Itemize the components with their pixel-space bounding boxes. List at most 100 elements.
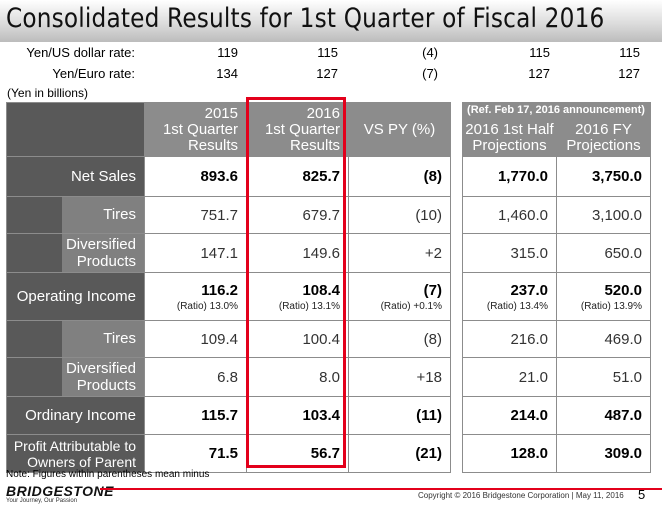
oi-div-label-line1: Diversified bbox=[65, 360, 136, 377]
euro-rate-fy: 127 bbox=[618, 66, 640, 81]
oi-tires-label: Tires bbox=[62, 321, 144, 357]
net-sales-vspy: (8) bbox=[348, 156, 451, 197]
usd-rate-2016: 115 bbox=[317, 45, 338, 60]
usd-rate-2015: 119 bbox=[217, 45, 238, 60]
ns-div-vspy: +2 bbox=[348, 233, 451, 273]
net-sales-half: 1,770.0 bbox=[462, 156, 557, 197]
usd-rate-vspy: (4) bbox=[422, 45, 438, 60]
gap-cell bbox=[450, 396, 463, 435]
usd-rate-row: Yen/US dollar rate: 119 115 (4) 115 115 bbox=[0, 45, 662, 65]
oi-tires-vspy: (8) bbox=[348, 320, 451, 358]
op-income-fy-cell: 520.0 (Ratio) 13.9% bbox=[556, 272, 651, 321]
op-income-vspy-cell: (7) (Ratio) +0.1% bbox=[348, 272, 451, 321]
header-2015-line1: 2015 bbox=[204, 104, 238, 122]
header-2015: 2015 1st Quarter Results bbox=[144, 102, 247, 157]
euro-rate-2016: 127 bbox=[316, 66, 338, 81]
op-income-2015-cell: 116.2 (Ratio) 13.0% bbox=[144, 272, 247, 321]
gap-cell bbox=[450, 233, 463, 273]
header-half-line1: 2016 1st Half bbox=[465, 121, 554, 138]
usd-rate-label: Yen/US dollar rate: bbox=[26, 45, 135, 60]
page-number: 5 bbox=[638, 487, 646, 502]
ns-div-2015: 147.1 bbox=[144, 233, 247, 273]
ord-income-row: Ordinary Income 115.7 103.4 (11) 214.0 4… bbox=[6, 396, 651, 435]
gap-cell bbox=[450, 434, 463, 473]
oi-tires-half: 216.0 bbox=[462, 320, 557, 358]
profit-fy: 309.0 bbox=[556, 434, 651, 473]
ns-tires-fy: 3,100.0 bbox=[556, 196, 651, 234]
oi-div-label-line2: Products bbox=[76, 377, 136, 394]
header-2015-line2: 1st Quarter bbox=[162, 120, 238, 138]
oi-tires-2016: 100.4 bbox=[246, 320, 349, 358]
net-sales-2016: 825.7 bbox=[246, 156, 349, 197]
units-label: (Yen in billions) bbox=[7, 86, 88, 100]
op-income-fy: 520.0 bbox=[604, 281, 642, 299]
op-income-2016-cell: 108.4 (Ratio) 13.1% bbox=[246, 272, 349, 321]
ord-income-fy: 487.0 bbox=[556, 396, 651, 435]
profit-vspy: (21) bbox=[348, 434, 451, 473]
euro-rate-vspy: (7) bbox=[422, 66, 438, 81]
footer-divider bbox=[100, 488, 662, 490]
ns-tires-vspy: (10) bbox=[348, 196, 451, 234]
euro-rate-half: 127 bbox=[528, 66, 550, 81]
header-fy-line2: Projections bbox=[566, 137, 641, 154]
gap-cell bbox=[450, 272, 463, 321]
op-income-half-ratio: (Ratio) 13.4% bbox=[486, 300, 548, 312]
profit-2015: 71.5 bbox=[144, 434, 247, 473]
slide-title: Consolidated Results for 1st Quarter of … bbox=[6, 3, 605, 34]
oi-div-label-cell: Diversified Products bbox=[6, 357, 145, 397]
ns-div-row: Diversified Products 147.1 149.6 +2 315.0… bbox=[6, 233, 651, 273]
oi-div-half: 21.0 bbox=[462, 357, 557, 397]
op-income-label: Operating Income bbox=[6, 272, 145, 321]
op-income-half-cell: 237.0 (Ratio) 13.4% bbox=[462, 272, 557, 321]
op-income-row: Operating Income 116.2 (Ratio) 13.0% 108.… bbox=[6, 272, 651, 321]
title-bar: Consolidated Results for 1st Quarter of … bbox=[0, 0, 662, 42]
oi-div-vspy: +18 bbox=[348, 357, 451, 397]
oi-div-row: Diversified Products 6.8 8.0 +18 21.0 51.… bbox=[6, 357, 651, 397]
ns-tires-half: 1,460.0 bbox=[462, 196, 557, 234]
gap-cell bbox=[450, 196, 463, 234]
ns-div-fy: 650.0 bbox=[556, 233, 651, 273]
ns-div-label-cell: Diversified Products bbox=[6, 233, 145, 273]
oi-div-2015: 6.8 bbox=[144, 357, 247, 397]
oi-div-2016: 8.0 bbox=[246, 357, 349, 397]
op-income-2016-ratio: (Ratio) 13.1% bbox=[278, 300, 340, 312]
ord-income-2015: 115.7 bbox=[144, 396, 247, 435]
profit-half: 128.0 bbox=[462, 434, 557, 473]
ns-tires-2015: 751.7 bbox=[144, 196, 247, 234]
header-2016-line3: Results bbox=[289, 136, 340, 154]
header-2016: 2016 1st Quarter Results bbox=[246, 102, 349, 157]
op-income-vspy-ratio: (Ratio) +0.1% bbox=[380, 300, 442, 312]
ord-income-vspy: (11) bbox=[348, 396, 451, 435]
op-income-vspy: (7) bbox=[423, 281, 442, 299]
header-2016-line1: 2016 bbox=[306, 104, 340, 122]
ord-income-label: Ordinary Income bbox=[6, 396, 145, 435]
gap-cell bbox=[450, 320, 463, 358]
net-sales-fy: 3,750.0 bbox=[556, 156, 651, 197]
bridgestone-logo: BRIDGESTONE bbox=[6, 483, 114, 499]
net-sales-row: Net Sales 893.6 825.7 (8) 1,770.0 3,750.… bbox=[6, 156, 651, 197]
ns-div-2016: 149.6 bbox=[246, 233, 349, 273]
euro-rate-label: Yen/Euro rate: bbox=[52, 66, 135, 81]
op-income-2016: 108.4 bbox=[302, 281, 340, 299]
euro-rate-row: Yen/Euro rate: 134 127 (7) 127 127 bbox=[0, 66, 662, 86]
profit-label-line1: Profit Attributable to bbox=[13, 437, 136, 454]
oi-tires-fy: 469.0 bbox=[556, 320, 651, 358]
results-table: 2015 1st Quarter Results 2016 1st Quarte… bbox=[6, 102, 651, 473]
ns-tires-row: Tires 751.7 679.7 (10) 1,460.0 3,100.0 bbox=[6, 196, 651, 234]
reference-note: (Ref. Feb 17, 2016 announcement) bbox=[462, 102, 650, 118]
usd-rate-fy: 115 bbox=[619, 45, 640, 60]
ns-div-half: 315.0 bbox=[462, 233, 557, 273]
oi-tires-row: Tires 109.4 100.4 (8) 216.0 469.0 bbox=[6, 320, 651, 358]
ns-div-label: Diversified Products bbox=[62, 234, 144, 272]
ord-income-2016: 103.4 bbox=[246, 396, 349, 435]
profit-label-line2: Owners of Parent bbox=[27, 453, 136, 470]
oi-tires-label-cell: Tires bbox=[6, 320, 145, 358]
oi-tires-2015: 109.4 bbox=[144, 320, 247, 358]
op-income-fy-ratio: (Ratio) 13.9% bbox=[580, 300, 642, 312]
op-income-half: 237.0 bbox=[510, 281, 548, 299]
oi-div-fy: 51.0 bbox=[556, 357, 651, 397]
ord-income-half: 214.0 bbox=[462, 396, 557, 435]
logo-tagline: Your Journey, Our Passion bbox=[6, 498, 78, 504]
ns-tires-label-cell: Tires bbox=[6, 196, 145, 234]
copyright-text: Copyright © 2016 Bridgestone Corporation… bbox=[418, 491, 624, 500]
